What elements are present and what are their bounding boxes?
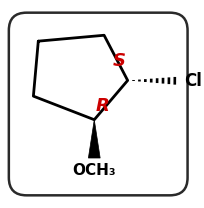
Text: R: R [95,97,109,115]
Text: S: S [112,52,125,70]
Polygon shape [88,120,100,158]
Text: Cl: Cl [184,72,202,90]
Text: OCH₃: OCH₃ [72,163,116,178]
FancyBboxPatch shape [9,13,187,195]
